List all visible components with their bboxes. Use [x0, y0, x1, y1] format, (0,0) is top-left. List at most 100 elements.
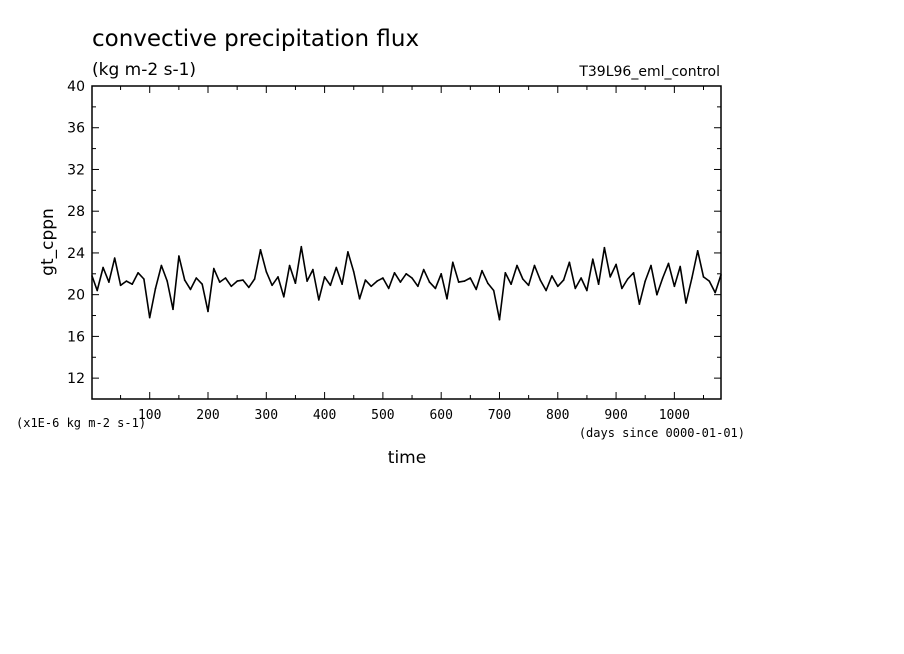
data-point	[306, 280, 308, 282]
x-tick-label: 100	[138, 408, 161, 423]
data-point	[440, 273, 443, 275]
data-point	[481, 269, 483, 272]
data-point	[172, 308, 174, 311]
y-tick-label: 16	[67, 329, 85, 345]
data-point	[644, 280, 646, 282]
data-point	[178, 255, 180, 257]
y-tick-label: 20	[67, 288, 85, 304]
data-point	[277, 276, 279, 278]
data-point	[248, 286, 250, 289]
data-point	[347, 251, 349, 253]
plot-frame	[91, 85, 722, 400]
data-point	[183, 279, 186, 281]
chart-title: convective precipitation flux	[92, 26, 419, 52]
x-tick-label: 1000	[659, 408, 690, 423]
run-label: T39L96_eml_control	[578, 64, 720, 80]
data-point	[341, 283, 343, 286]
data-point	[516, 264, 518, 267]
x-tick-label: 500	[371, 408, 394, 423]
data-point	[714, 291, 716, 294]
y-tick-label: 36	[67, 121, 85, 137]
y-tick-label: 40	[67, 79, 85, 95]
data-point	[685, 302, 687, 304]
x-tick-label: 700	[488, 408, 511, 423]
data-point	[102, 266, 104, 269]
data-point	[661, 277, 664, 279]
data-point	[300, 245, 303, 248]
data-point	[539, 279, 542, 281]
data-point	[195, 277, 198, 279]
data-point	[457, 281, 460, 283]
y-axis-label: gt_cppn	[38, 208, 58, 276]
data-point	[562, 279, 565, 281]
data-point	[603, 246, 606, 249]
data-point	[364, 279, 367, 281]
data-point	[452, 261, 454, 264]
x-axis-label: time	[388, 448, 426, 468]
data-point	[533, 264, 536, 267]
data-point	[119, 284, 122, 287]
data-point	[154, 287, 157, 290]
x-tick-label: 200	[196, 408, 219, 423]
data-point	[475, 288, 478, 291]
data-point	[148, 316, 151, 319]
data-point	[621, 287, 623, 290]
data-point	[574, 287, 577, 290]
data-point	[189, 288, 192, 291]
series-line-0	[91, 245, 722, 321]
x-tick-label: 900	[604, 408, 627, 423]
data-point	[131, 283, 133, 286]
data-point	[498, 318, 501, 321]
data-point	[615, 263, 617, 266]
data-point	[370, 285, 373, 288]
data-point	[510, 283, 512, 286]
data-point	[393, 272, 396, 274]
chart-subtitle: (kg m-2 s-1)	[92, 60, 196, 80]
data-point	[352, 270, 355, 273]
data-point	[417, 285, 419, 288]
data-point	[259, 249, 262, 251]
data-point	[422, 268, 425, 271]
data-point	[580, 277, 582, 279]
data-point	[399, 281, 402, 283]
data-point	[376, 280, 378, 282]
data-point	[160, 264, 163, 267]
data-point	[667, 262, 670, 265]
data-point	[469, 277, 472, 279]
y-tick-label: 32	[67, 162, 85, 178]
x-tick-label: 800	[546, 408, 569, 423]
data-point	[318, 299, 320, 301]
data-point	[207, 310, 209, 313]
data-point	[108, 281, 110, 283]
data-point	[568, 261, 571, 264]
y-tick-label: 24	[67, 246, 85, 262]
x-axis-ticks: 100 200 300 400 500 600 700 800 900 1000	[120, 86, 705, 423]
data-point	[504, 272, 507, 274]
data-point	[609, 276, 611, 278]
x-tick-label: 300	[255, 408, 278, 423]
data-point	[650, 264, 652, 267]
data-point	[283, 296, 285, 298]
data-point	[213, 267, 215, 270]
data-point	[463, 280, 466, 282]
data-point	[527, 284, 530, 287]
data-point	[230, 285, 233, 288]
data-point	[487, 282, 489, 285]
data-point	[434, 287, 437, 290]
data-point	[312, 268, 314, 271]
x-unit-note: (days since 0000-01-01)	[579, 426, 745, 440]
data-point	[428, 281, 431, 283]
data-point	[492, 289, 495, 292]
data-point	[638, 303, 641, 305]
data-point	[656, 293, 658, 296]
data-point	[446, 298, 448, 300]
data-point	[405, 273, 408, 275]
y-scale-note: (x1E-6 kg m-2 s-1)	[16, 416, 146, 430]
data-point	[545, 289, 547, 292]
y-tick-label: 12	[67, 371, 85, 387]
data-point	[113, 257, 116, 259]
data-point	[679, 265, 681, 268]
data-point	[96, 289, 98, 292]
data-point	[626, 278, 629, 280]
data-point	[592, 258, 594, 261]
